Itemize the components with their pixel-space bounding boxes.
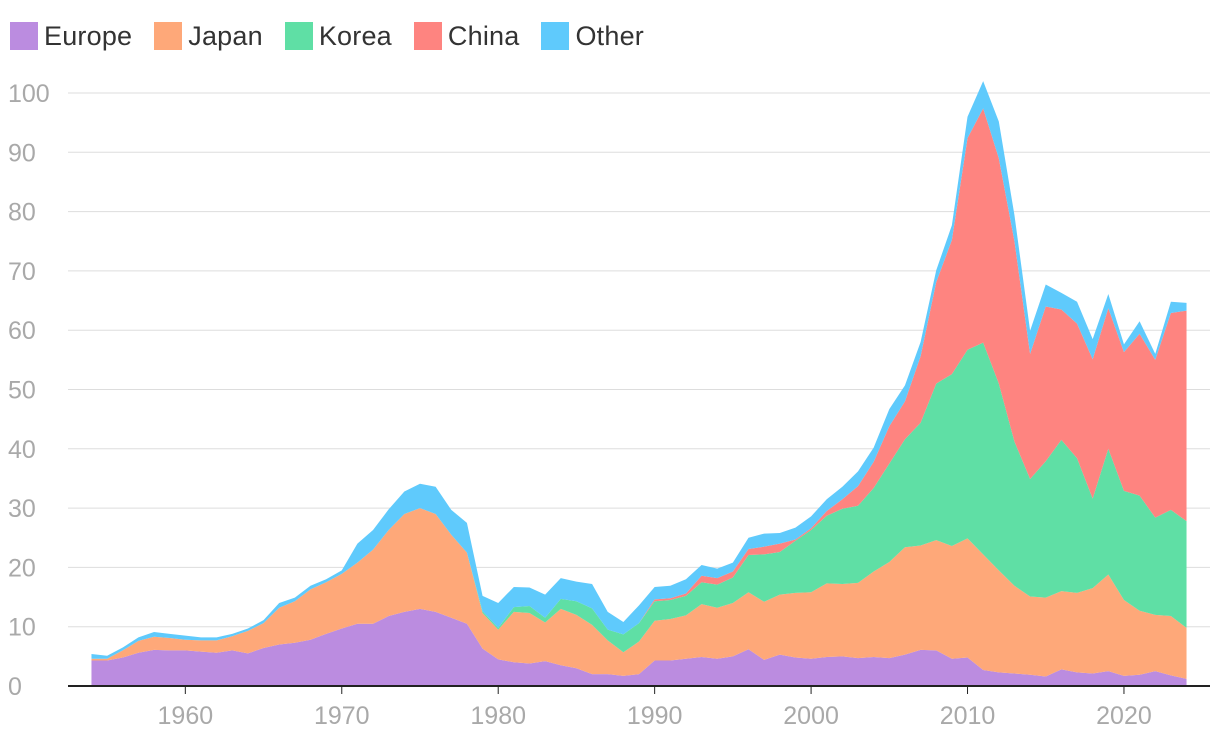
y-tick-label-30: 30 [8,495,36,523]
legend-label-europe: Europe [44,20,133,51]
y-tick-label-0: 0 [8,673,22,701]
y-tick-label-100: 100 [8,80,50,108]
legend-swatch-japan [154,22,183,50]
y-tick-label-10: 10 [8,614,36,642]
area-japan [91,508,1187,679]
y-tick-label-70: 70 [8,258,36,286]
x-tick-label-2020: 2020 [1096,702,1152,730]
legend-item-europe: Europe [10,21,132,52]
x-tick-label-2000: 2000 [783,702,839,730]
legend-swatch-other [541,22,570,50]
y-tick-label-90: 90 [8,139,36,167]
x-tick-label-1970: 1970 [314,702,370,730]
legend-label-china: China [447,20,520,51]
y-tick-label-60: 60 [8,317,36,345]
legend-label-other: Other [575,20,644,51]
legend-item-china: China [413,20,520,52]
legend-swatch-china [413,22,442,50]
legend-item-other: Other [541,21,644,52]
x-tick-label-1990: 1990 [627,702,683,730]
area-korea [91,342,1187,659]
legend-item-japan: Japan [154,21,263,52]
legend: Europe Japan Korea China Other [10,18,644,54]
areas [91,81,1187,686]
y-tick-label-50: 50 [8,377,36,405]
area-europe [91,608,1187,686]
legend-label-korea: Korea [318,20,392,51]
y-tick-label-40: 40 [8,436,36,464]
x-tick-label-1980: 1980 [470,702,526,730]
legend-item-korea: Korea [284,20,392,52]
x-tick-label-1960: 1960 [158,702,214,730]
legend-label-japan: Japan [188,20,263,51]
y-tick-label-20: 20 [8,554,36,582]
y-tick-label-80: 80 [8,199,36,227]
x-tick-label-2010: 2010 [940,702,996,730]
legend-swatch-korea [284,22,313,50]
legend-swatch-europe [10,22,38,50]
